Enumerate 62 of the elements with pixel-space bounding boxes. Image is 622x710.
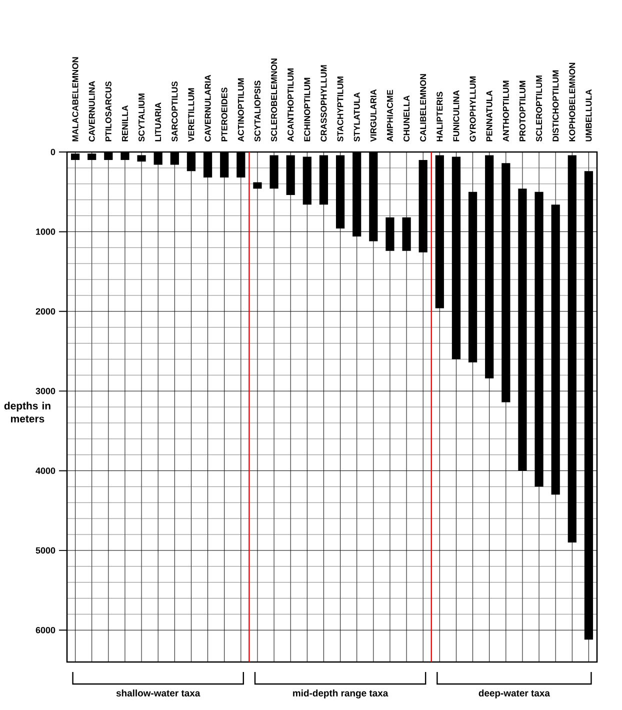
x-tick-label: ANTHOPTILUM (502, 80, 509, 142)
y-tick-label: 6000 (36, 626, 56, 634)
bar (452, 156, 461, 360)
x-tick-label: ACANTHOPTILUM (288, 68, 294, 142)
x-tick-label: SCYTALIOPSIS (254, 80, 260, 142)
y-tick-label: 2000 (36, 308, 56, 315)
bar (137, 155, 146, 162)
y-tick-label: 4000 (36, 468, 56, 474)
x-tick-label: HALIPTERIS (436, 92, 443, 142)
x-tick-label: KOPHOBELEMNON (569, 62, 576, 142)
x-tick-label: RENILLA (122, 105, 128, 142)
x-tick-label: VIRGULARIA (370, 89, 376, 142)
bar (485, 155, 494, 378)
bar (468, 192, 478, 362)
text: mid-depth range taxa (293, 690, 388, 698)
x-tick-label: VERETILLUM (188, 88, 194, 142)
x-tick-label: STYLATULA (354, 92, 360, 142)
x-tick-label: SCLEROBELEMNON (271, 58, 278, 142)
text: shallow-water taxa (116, 690, 200, 696)
bar (418, 160, 428, 252)
y-axis-title: depths in meters (4, 402, 50, 422)
y-tick-label: 5000 (36, 547, 56, 554)
bar (270, 155, 278, 189)
bar (568, 155, 576, 542)
x-tick-label: PROTOPTILUM (519, 80, 526, 142)
y-tick-label: 1000 (36, 228, 56, 235)
bar (402, 217, 411, 251)
bar (518, 188, 527, 471)
y-tick-label: 3000 (36, 388, 56, 394)
bar (534, 192, 544, 487)
bar (502, 163, 510, 402)
x-tick-label: FUNICULINA (453, 90, 460, 142)
x-tick-label: SARCOPTILUS (172, 81, 178, 142)
x-tick-label: AMPHIACME (386, 90, 393, 142)
x-tick-label: PTEROEIDES (221, 88, 228, 142)
x-tick-label: STACHYPTILUM (337, 76, 344, 142)
x-tick-label: CALIBELEMNON (420, 74, 426, 142)
bar (286, 155, 295, 196)
bar (302, 156, 312, 205)
x-tick-label: GYROPHYLLUM (470, 76, 476, 142)
x-tick-label: MALACABELEMNON (72, 57, 78, 142)
x-tick-label: LITUARIA (155, 102, 162, 142)
bar (386, 217, 394, 251)
bar (253, 182, 262, 189)
x-tick-label: SCLEROPTILUM (536, 76, 542, 142)
x-tick-label: ACTINOPTILUM (238, 78, 244, 142)
y-tick-label: 0 (50, 148, 56, 156)
text: deep-water taxa (478, 690, 550, 698)
bar (336, 155, 345, 228)
x-tick-label: CRASSOPHYLLUM (320, 65, 327, 142)
x-tick-label: UMBELLULA (586, 89, 592, 142)
x-tick-label: CAVERNULINA (88, 81, 95, 142)
x-tick-label: CAVERNULARIA (204, 74, 211, 142)
x-tick-label: PTILOSARCUS (105, 81, 112, 142)
bar (319, 155, 328, 205)
x-tick-label: ECHINOPTILUM (304, 78, 310, 142)
bar (435, 155, 444, 308)
x-tick-label: PENNATULA (486, 90, 492, 142)
x-tick-label: DISTICHOPTILUM (552, 70, 559, 142)
x-tick-label: CHUNELLA (404, 95, 410, 142)
bar (551, 204, 560, 495)
x-tick-label: SCYTALIUM (138, 94, 145, 142)
